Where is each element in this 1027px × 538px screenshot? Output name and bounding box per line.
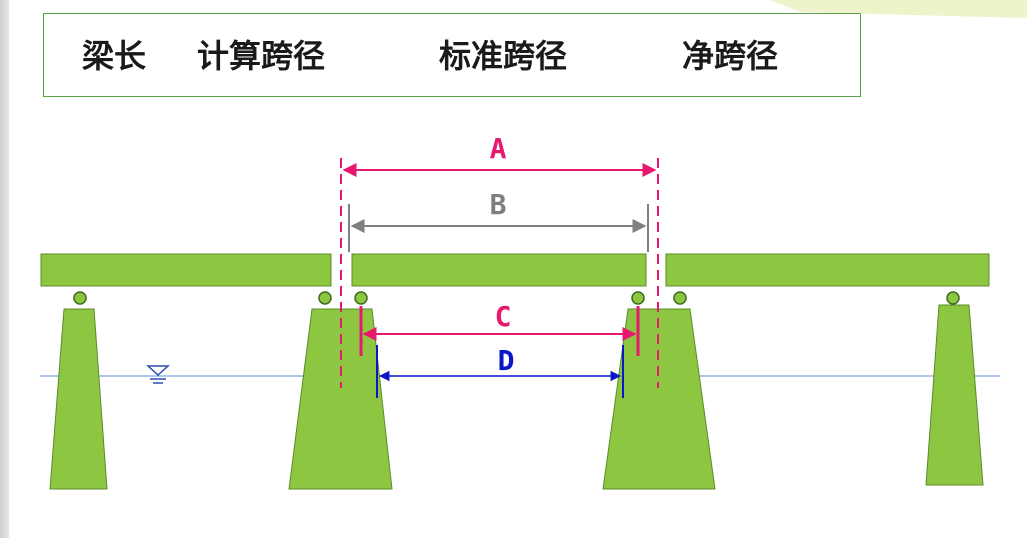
bearing-3 [354, 291, 368, 305]
term-standard-span: 标准跨径 [439, 37, 568, 75]
dim-b-label: B [490, 188, 507, 221]
pier-3 [602, 308, 716, 490]
dim-a-label: A [490, 132, 507, 165]
pier-2 [288, 308, 393, 490]
dim-c-label: C [495, 300, 512, 333]
slide-left-strip [0, 0, 9, 538]
bearing-4 [631, 291, 645, 305]
term-beam-length: 梁长 [82, 37, 147, 75]
pier-4 [925, 304, 984, 486]
beam-middle [351, 253, 647, 287]
water-level-icon [146, 365, 170, 384]
term-calculated-span: 计算跨径 [197, 37, 326, 75]
bearing-5 [673, 291, 687, 305]
term-clear-span: 净跨径 [682, 37, 779, 75]
bearing-6 [946, 291, 960, 305]
pier-1 [49, 308, 108, 490]
dim-d-label: D [498, 344, 515, 377]
bearing-1 [73, 291, 87, 305]
beam-left [40, 253, 332, 287]
bearing-2 [318, 291, 332, 305]
terms-box: 梁长 计算跨径 标准跨径 净跨径 [43, 13, 861, 97]
beam-right [665, 253, 990, 287]
